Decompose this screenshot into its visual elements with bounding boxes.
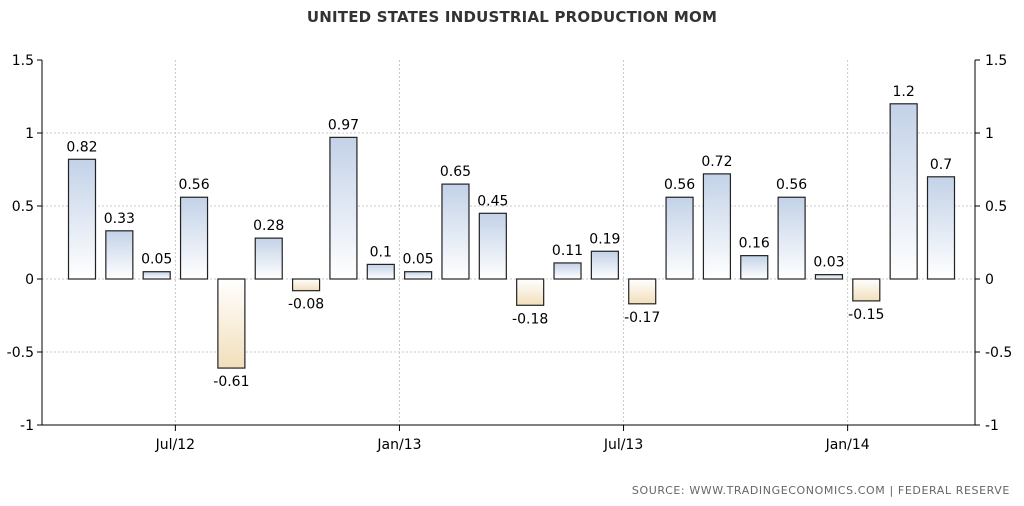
data-label: 0.16 xyxy=(739,236,770,252)
bar xyxy=(404,271,433,280)
y-tick-label-left: 0 xyxy=(25,272,34,288)
source-note: SOURCE: WWW.TRADINGECONOMICS.COM | FEDER… xyxy=(631,484,1010,497)
y-tick-label-right: 1.5 xyxy=(985,53,1007,69)
bar xyxy=(852,278,881,302)
bar xyxy=(628,278,657,305)
y-tick-label-left: -1 xyxy=(20,418,34,434)
data-label: -0.15 xyxy=(848,307,884,323)
bar xyxy=(889,103,918,280)
y-tick-label-right: -0.5 xyxy=(985,345,1012,361)
y-tick-label-left: 1 xyxy=(25,126,34,142)
data-label: 0.11 xyxy=(552,243,583,259)
data-label: -0.08 xyxy=(288,297,324,313)
data-label: 0.56 xyxy=(664,177,695,193)
x-tick-label: Jan/14 xyxy=(825,437,870,453)
bar xyxy=(478,212,507,280)
bar xyxy=(441,183,470,280)
x-tick-label: Jul/12 xyxy=(155,437,195,453)
data-label: 0.72 xyxy=(701,154,732,170)
bar xyxy=(814,274,844,280)
data-label: 0.33 xyxy=(104,211,135,227)
bar xyxy=(702,173,732,280)
chart-title: UNITED STATES INDUSTRIAL PRODUCTION MOM xyxy=(306,8,718,26)
bar xyxy=(740,255,769,280)
data-label: 0.45 xyxy=(477,193,508,209)
bar xyxy=(777,196,806,280)
bar xyxy=(516,278,545,306)
data-label: 0.82 xyxy=(66,139,97,155)
data-label: 0.56 xyxy=(178,177,209,193)
bar xyxy=(217,278,246,369)
y-tick-label-right: 0.5 xyxy=(985,199,1007,215)
bar xyxy=(291,278,321,292)
y-tick-label-left: 1.5 xyxy=(12,53,34,69)
data-label: 1.2 xyxy=(893,84,915,100)
bar xyxy=(926,176,956,280)
data-label: -0.18 xyxy=(512,311,548,327)
bar xyxy=(254,237,283,280)
y-tick-label-right: -1 xyxy=(985,418,999,434)
y-tick-label-left: -0.5 xyxy=(7,345,34,361)
bar xyxy=(67,158,97,280)
data-label: 0.05 xyxy=(403,252,434,268)
x-tick-label: Jul/13 xyxy=(603,437,643,453)
bar xyxy=(142,271,171,280)
bar xyxy=(665,196,694,280)
data-label: 0.03 xyxy=(813,255,844,271)
data-label: 0.97 xyxy=(328,117,359,133)
data-label: -0.61 xyxy=(213,374,249,390)
bar xyxy=(179,196,209,280)
data-label: 0.65 xyxy=(440,164,471,180)
y-tick-label-right: 0 xyxy=(985,272,994,288)
data-label: 0.7 xyxy=(930,157,952,173)
data-label: 0.05 xyxy=(141,252,172,268)
bar xyxy=(553,262,582,280)
y-tick-label-left: 0.5 xyxy=(12,199,34,215)
y-tick-label-right: 1 xyxy=(985,126,994,142)
bar xyxy=(329,136,358,280)
data-label: 0.56 xyxy=(776,177,807,193)
data-label: 0.19 xyxy=(589,231,620,247)
bar xyxy=(590,250,619,280)
bar xyxy=(366,263,395,280)
data-label: 0.1 xyxy=(370,244,392,260)
data-label: -0.17 xyxy=(624,310,660,326)
x-tick-label: Jan/13 xyxy=(376,437,421,453)
bar xyxy=(105,230,134,280)
data-label: 0.28 xyxy=(253,218,284,234)
